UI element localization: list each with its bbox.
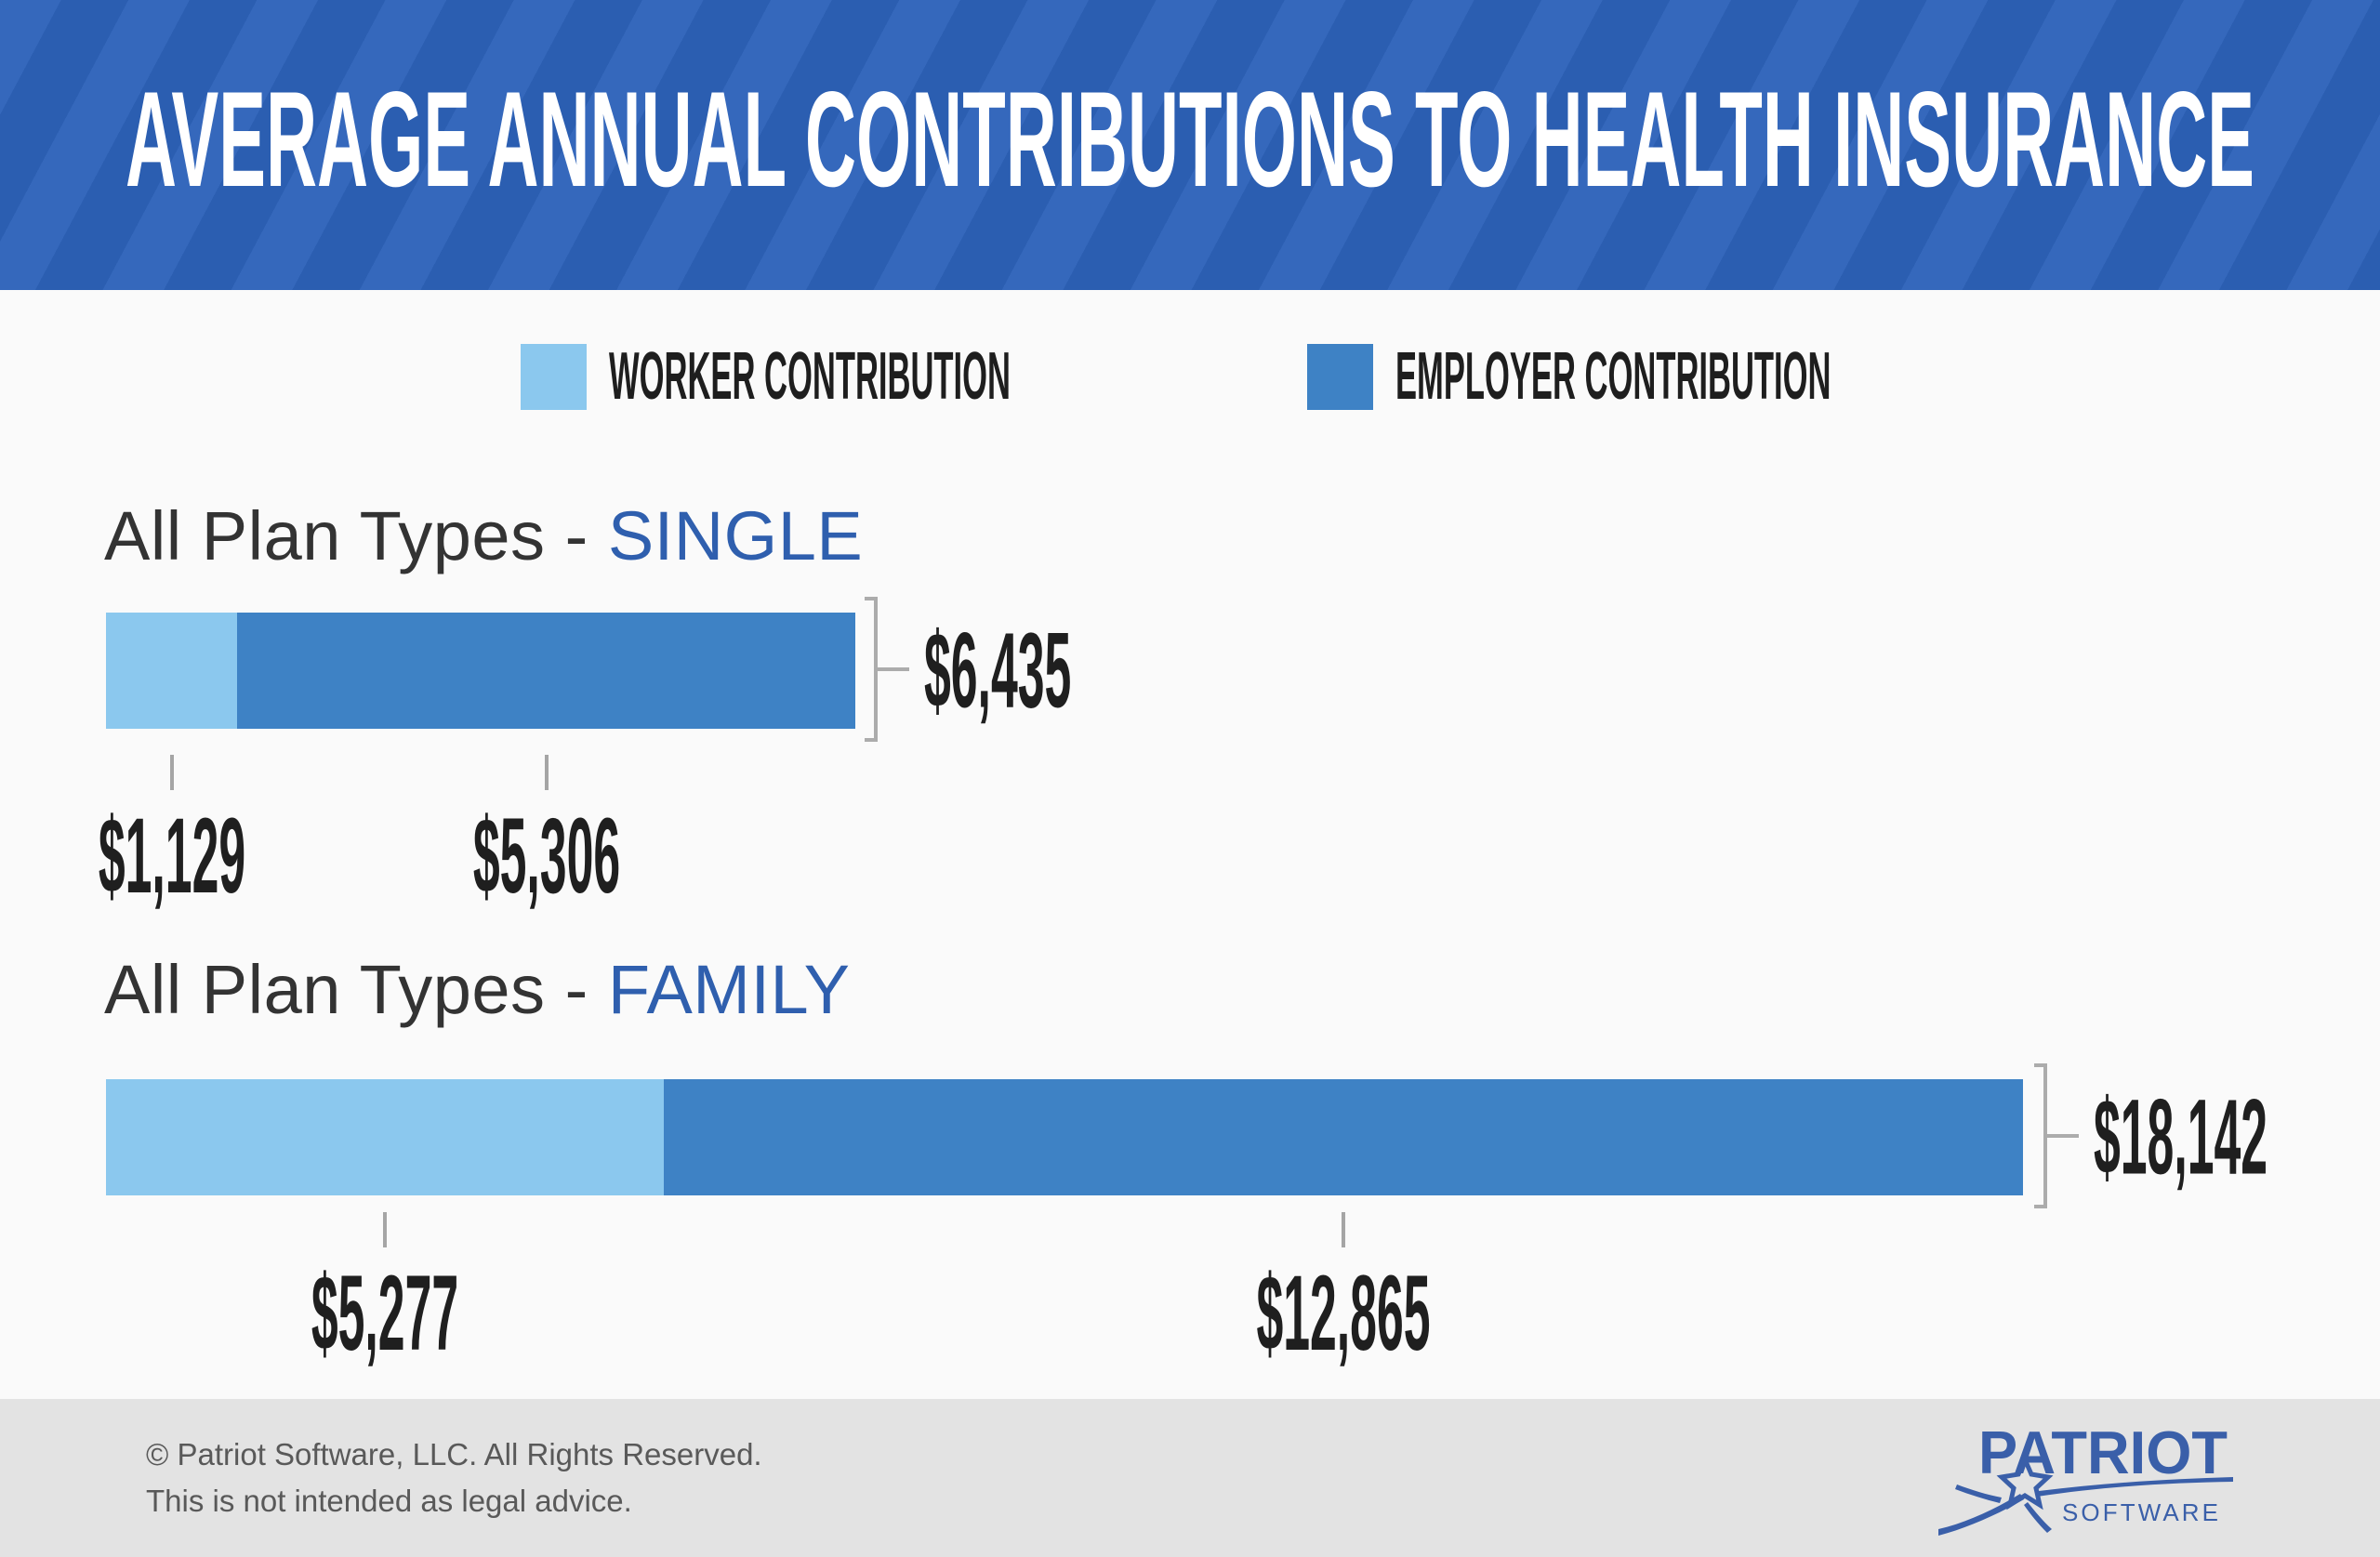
employer-value-label: $12,865 bbox=[1256, 1254, 1431, 1373]
worker-tick bbox=[169, 755, 174, 790]
total-value-label: $6,435 bbox=[924, 611, 1072, 731]
section-title-prefix: All Plan Types - bbox=[104, 951, 608, 1028]
section-title-family: All Plan Types - FAMILY bbox=[104, 952, 851, 1027]
section-title-prefix: All Plan Types - bbox=[104, 497, 608, 574]
employer-segment bbox=[663, 1079, 2023, 1195]
stacked-bar-family bbox=[106, 1079, 2023, 1195]
footer: © Patriot Software, LLC. All Rights Rese… bbox=[0, 1399, 2380, 1557]
legend-label-employer: EMPLOYER CONTRIBUTION bbox=[1395, 339, 1831, 414]
worker-segment bbox=[106, 1079, 664, 1195]
worker-value-label: $1,129 bbox=[98, 797, 245, 916]
section-title-highlight: FAMILY bbox=[607, 951, 851, 1028]
total-bracket bbox=[2034, 1063, 2047, 1208]
disclaimer-text: This is not intended as legal advice. bbox=[146, 1484, 632, 1518]
star-icon bbox=[1996, 1453, 2054, 1511]
worker-color-swatch bbox=[521, 343, 587, 410]
logo-secondary-text: SOFTWARE bbox=[2062, 1498, 2218, 1526]
section-title-single: All Plan Types - SINGLE bbox=[104, 498, 863, 574]
employer-tick bbox=[544, 755, 549, 790]
total-value-label: $18,142 bbox=[2094, 1077, 2268, 1197]
header-banner: AVERAGE ANNUAL CONTRIBUTIONS TO HEALTH I… bbox=[0, 0, 2380, 290]
header-title-svg: AVERAGE ANNUAL CONTRIBUTIONS TO HEALTH I… bbox=[126, 63, 2254, 215]
employer-color-swatch bbox=[1307, 343, 1373, 410]
legend-item-worker: WORKER CONTRIBUTION bbox=[521, 343, 1446, 410]
worker-tick bbox=[382, 1212, 387, 1247]
legend-label-worker: WORKER CONTRIBUTION bbox=[609, 339, 1011, 414]
employer-tick bbox=[1341, 1212, 1345, 1247]
logo-primary-text: PATRIOT bbox=[1978, 1418, 2228, 1486]
stacked-bar-single bbox=[106, 613, 855, 729]
logo-svg: PATRIOT SOFTWARE bbox=[1938, 1418, 2233, 1536]
section-title-highlight: SINGLE bbox=[607, 497, 864, 574]
value-ticks-row: $1,129 $5,306 bbox=[99, 755, 855, 996]
patriot-software-logo: PATRIOT SOFTWARE bbox=[1938, 1405, 2296, 1547]
value-ticks-row: $5,277 $12,865 bbox=[106, 1212, 2023, 1454]
total-bracket-tick bbox=[878, 667, 909, 671]
legend-item-employer: EMPLOYER CONTRIBUTION bbox=[1307, 343, 2303, 410]
employer-segment bbox=[237, 613, 855, 729]
total-bracket-tick bbox=[2047, 1134, 2079, 1138]
total-bracket bbox=[865, 597, 878, 742]
shooting-star-icon bbox=[1938, 1477, 2233, 1536]
copyright-text: © Patriot Software, LLC. All Rights Rese… bbox=[146, 1437, 762, 1471]
page-title: AVERAGE ANNUAL CONTRIBUTIONS TO HEALTH I… bbox=[126, 63, 2254, 215]
worker-value-label: $5,277 bbox=[311, 1254, 459, 1373]
worker-segment bbox=[106, 613, 238, 729]
employer-value-label: $5,306 bbox=[472, 797, 620, 916]
